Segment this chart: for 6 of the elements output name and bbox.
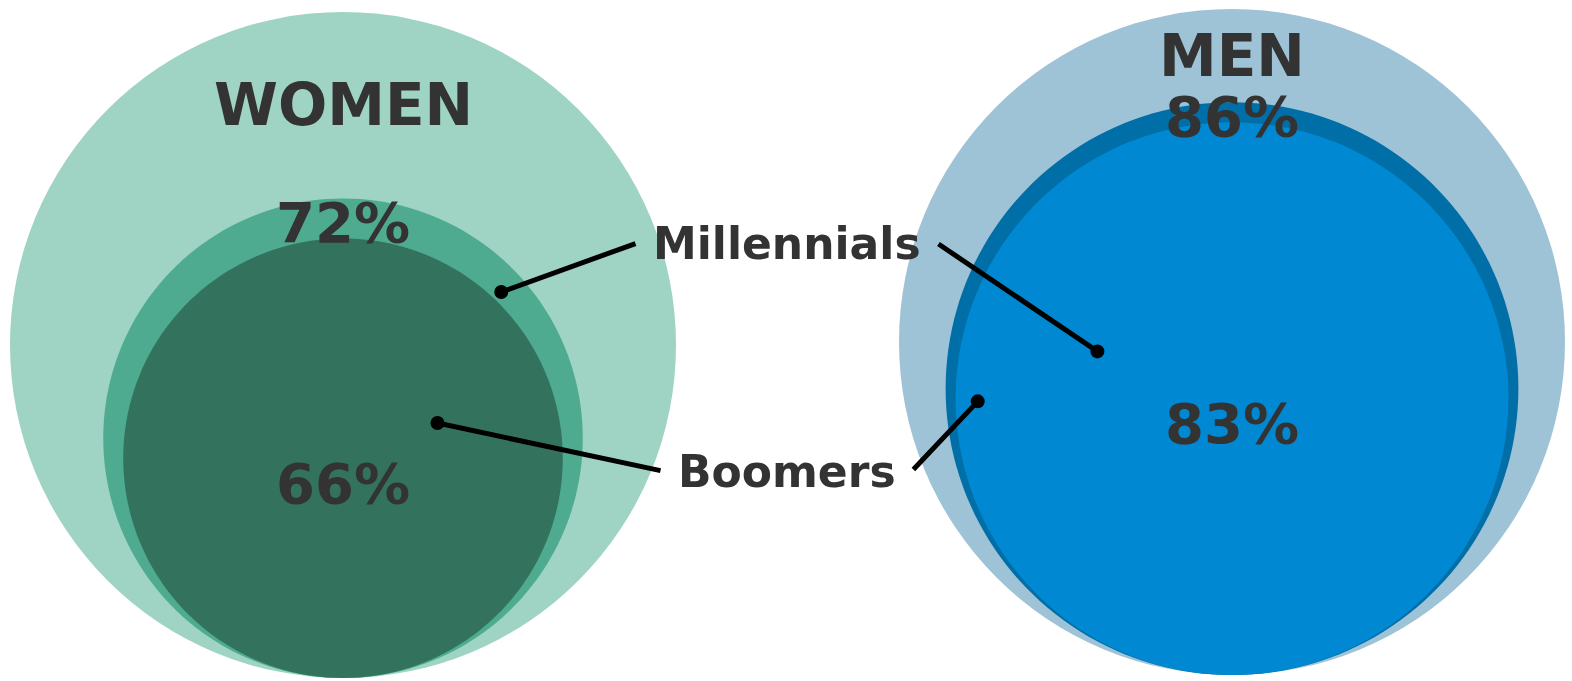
series-label: Boomers (678, 446, 896, 497)
category-label: WOMEN (214, 71, 474, 139)
data-label: 66% (276, 451, 411, 516)
series-label: Millennials (653, 218, 921, 269)
data-label: 72% (276, 190, 411, 255)
data-label: 83% (1165, 391, 1300, 456)
